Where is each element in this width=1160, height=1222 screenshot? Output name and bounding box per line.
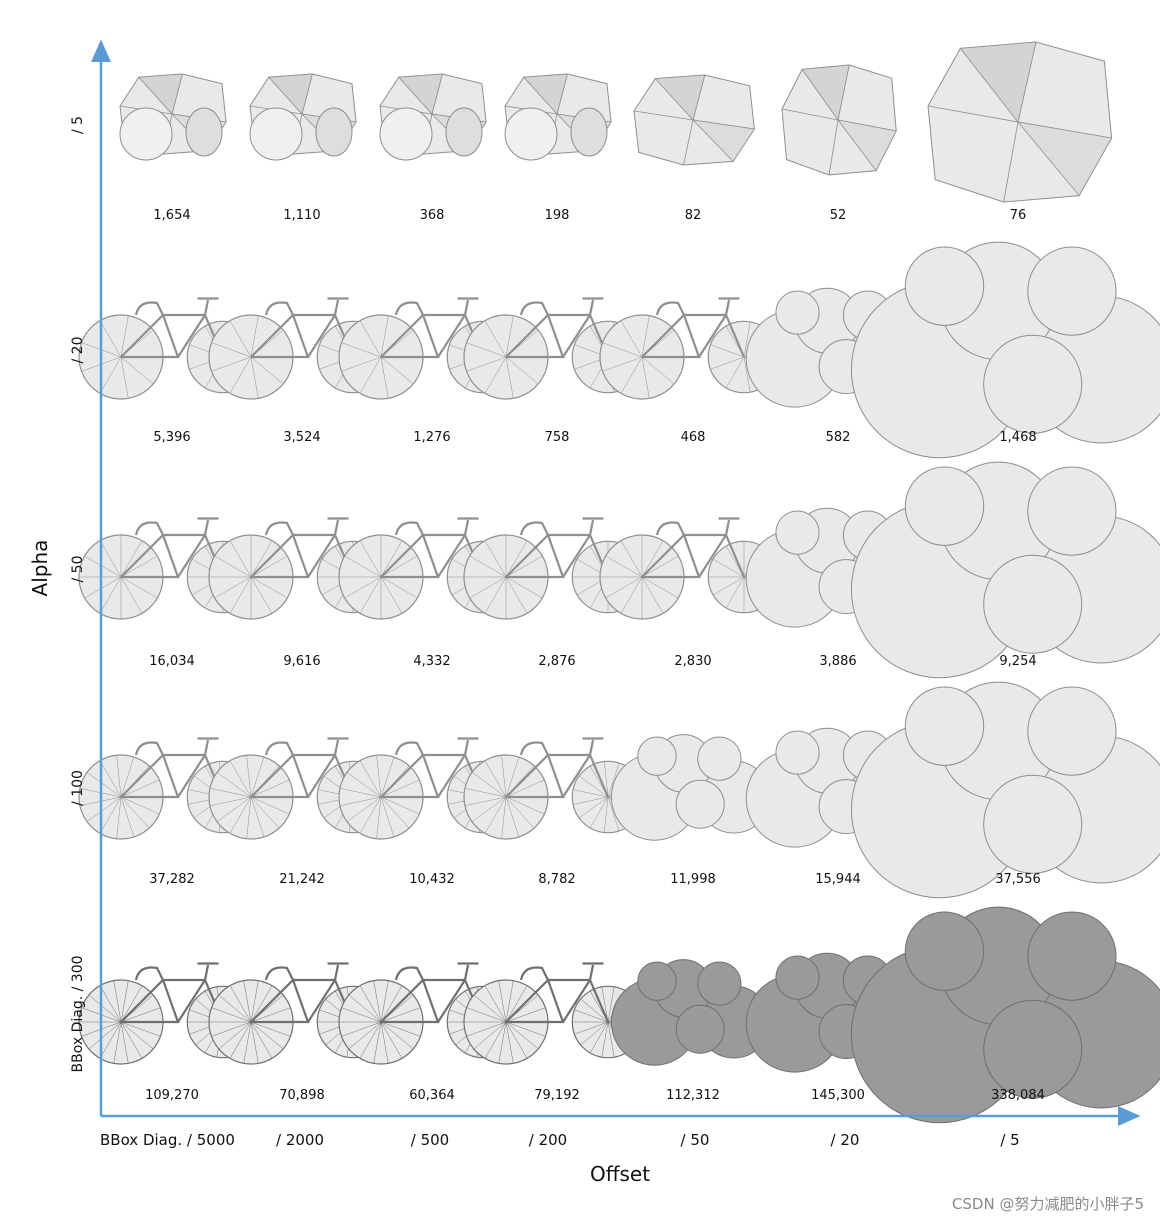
row-label-alpha-300: BBox Diag. / 300: [70, 955, 86, 1072]
face-count-r3-c3: 4,332: [413, 654, 450, 669]
face-count-r3-c4: 2,876: [538, 654, 575, 669]
face-count-r2-c6: 582: [826, 430, 851, 445]
mesh-r1-c1: [119, 73, 227, 161]
face-count-r5-c6: 145,300: [811, 1088, 865, 1103]
col-label-offset-5000: BBox Diag. / 5000: [100, 1131, 235, 1149]
face-count-r4-c2: 21,242: [279, 872, 325, 887]
face-count-r4-c4: 8,782: [538, 872, 575, 887]
face-count-r2-c5: 468: [681, 430, 706, 445]
face-count-r2-c2: 3,524: [283, 430, 320, 445]
col-label-offset-200: / 200: [529, 1131, 567, 1149]
mesh-r1-c7: [927, 41, 1113, 203]
mesh-grid: [78, 41, 1160, 1124]
y-axis-title: Alpha: [28, 540, 52, 597]
face-count-r3-c5: 2,830: [674, 654, 711, 669]
face-count-r5-c5: 112,312: [666, 1088, 720, 1103]
face-count-r4-c5: 11,998: [670, 872, 716, 887]
face-count-r1-c7: 76: [1010, 208, 1027, 223]
row-label-alpha-5: / 5: [70, 116, 86, 134]
mesh-r4-c5: [610, 734, 771, 841]
face-count-r1-c4: 198: [545, 208, 570, 223]
face-count-r5-c2: 70,898: [279, 1088, 325, 1103]
face-count-r2-c4: 758: [545, 430, 570, 445]
face-count-r5-c1: 109,270: [145, 1088, 199, 1103]
watermark: CSDN @努力减肥的小胖子5: [952, 1195, 1144, 1213]
face-count-r3-c7: 9,254: [999, 654, 1036, 669]
face-count-r1-c3: 368: [420, 208, 445, 223]
col-label-offset-2000: / 2000: [276, 1131, 324, 1149]
row-label-alpha-50: / 50: [70, 556, 86, 583]
mesh-r3-c7: [850, 461, 1160, 679]
face-count-r3-c2: 9,616: [283, 654, 320, 669]
face-count-r3-c6: 3,886: [819, 654, 856, 669]
row-label-alpha-100: / 100: [70, 770, 86, 806]
face-count-r3-c1: 16,034: [149, 654, 195, 669]
mesh-r1-c3: [379, 73, 487, 161]
mesh-r1-c2: [249, 73, 357, 161]
col-label-offset-500: / 500: [411, 1131, 449, 1149]
face-count-r5-c4: 79,192: [534, 1088, 580, 1103]
mesh-r2-c7: [850, 241, 1160, 459]
face-count-r2-c3: 1,276: [413, 430, 450, 445]
face-count-r1-c6: 52: [830, 208, 847, 223]
col-label-offset-50: / 50: [681, 1131, 710, 1149]
col-label-offset-5: / 5: [1000, 1131, 1019, 1149]
face-count-r4-c1: 37,282: [149, 872, 195, 887]
row-label-alpha-20: / 20: [70, 337, 86, 364]
face-count-r4-c3: 10,432: [409, 872, 455, 887]
col-label-offset-20: / 20: [831, 1131, 860, 1149]
x-axis-title: Offset: [590, 1162, 650, 1186]
face-count-r4-c6: 15,944: [815, 872, 861, 887]
mesh-r4-c7: [850, 681, 1160, 899]
face-count-r5-c3: 60,364: [409, 1088, 455, 1103]
mesh-r1-c6: [781, 64, 897, 176]
face-count-r5-c7: 338,084: [991, 1088, 1045, 1103]
mesh-r5-c7: [850, 906, 1160, 1124]
mesh-r5-c5: [610, 959, 771, 1066]
face-count-r1-c1: 1,654: [153, 208, 190, 223]
face-count-r2-c7: 1,468: [999, 430, 1036, 445]
face-count-r1-c2: 1,110: [283, 208, 320, 223]
face-count-r4-c7: 37,556: [995, 872, 1041, 887]
face-count-r1-c5: 82: [685, 208, 702, 223]
face-count-labels: 1,654 1,110 368 198 82 52 76 5,396 3,524 1,276 758…: [145, 208, 1045, 1103]
mesh-r1-c5: [633, 74, 756, 166]
face-count-r2-c1: 5,396: [153, 430, 190, 445]
mesh-r1-c4: [504, 73, 612, 161]
